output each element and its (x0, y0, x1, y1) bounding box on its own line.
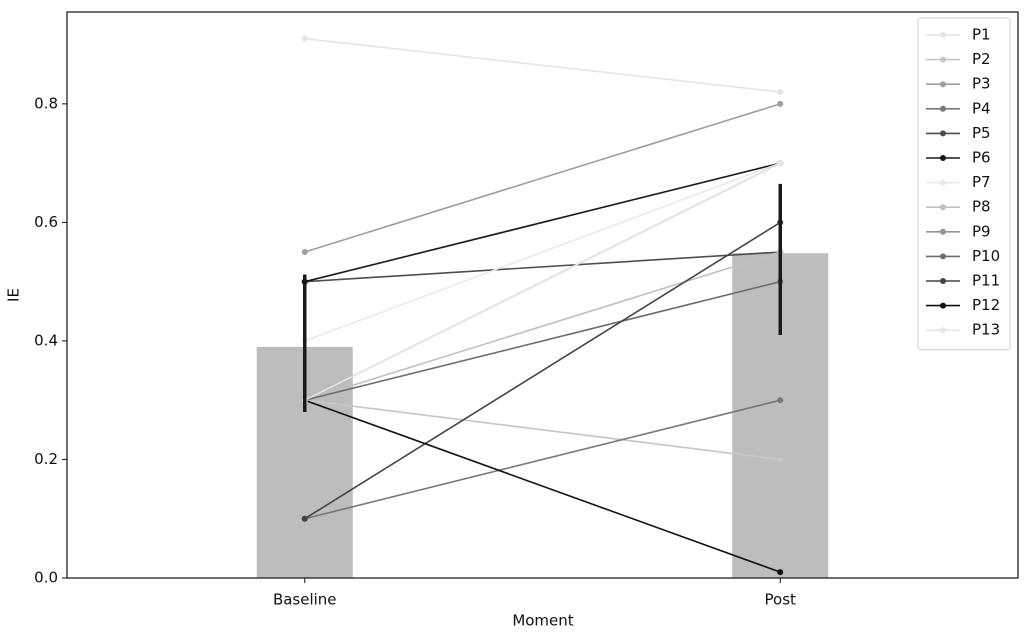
participant-line (304, 399, 781, 520)
legend-label: P2 (972, 50, 991, 68)
participant-line (304, 162, 781, 283)
participant-point (777, 569, 784, 576)
legend-marker (940, 327, 946, 334)
participant-point (777, 160, 784, 167)
legend-label: P8 (972, 198, 991, 216)
participant-line (304, 103, 781, 253)
legend-label: P6 (972, 149, 991, 167)
legend-marker (940, 155, 946, 161)
y-axis-label: IE (5, 288, 23, 302)
y-tick-label: 0.6 (34, 213, 58, 231)
x-tick-label: Post (765, 591, 797, 609)
participant-point (777, 100, 784, 107)
x-axis-label: Moment (512, 612, 573, 630)
legend-label: P11 (972, 272, 1000, 290)
legend-label: P9 (972, 222, 991, 240)
axes-frame (66, 11, 1019, 579)
participant-point (301, 515, 308, 522)
participant-point (777, 456, 784, 463)
participant-line (304, 280, 781, 401)
participant-line (304, 399, 781, 461)
legend-label: P7 (972, 173, 991, 191)
legend-marker (940, 32, 946, 38)
legend-marker (940, 81, 946, 88)
plot-area (67, 12, 1018, 578)
legend-marker (940, 228, 946, 235)
legend-marker (940, 105, 946, 112)
legend-label: P1 (972, 26, 991, 44)
legend-marker (940, 253, 946, 260)
x-tick-label: Baseline (273, 591, 337, 609)
legend-marker (940, 278, 946, 284)
legend-marker (940, 56, 946, 63)
participant-line (304, 251, 781, 283)
participant-point (301, 35, 308, 42)
participant-line (304, 162, 781, 401)
participant-line (304, 162, 781, 342)
participant-line (304, 37, 781, 93)
legend-label: P13 (972, 321, 1000, 339)
participant-line (304, 221, 781, 520)
legend-label: P10 (972, 247, 1000, 265)
y-tick-label: 0.4 (34, 331, 58, 349)
participant-point (777, 89, 784, 96)
participant-point (301, 249, 308, 256)
legend-marker (940, 302, 946, 309)
legend-marker (940, 204, 946, 211)
participant-point (777, 397, 784, 404)
y-tick-label: 0.0 (34, 569, 58, 587)
legend-label: P5 (972, 124, 991, 142)
legend-marker (940, 179, 946, 186)
y-tick-label: 0.8 (34, 94, 58, 112)
legend-label: P12 (972, 296, 1000, 314)
participant-line (304, 251, 781, 401)
legend-label: P3 (972, 75, 991, 93)
participant-line (304, 399, 781, 573)
legend-label: P4 (972, 99, 991, 117)
y-tick-label: 0.2 (34, 450, 58, 468)
legend-marker (940, 130, 946, 137)
legend-box (917, 17, 1011, 351)
